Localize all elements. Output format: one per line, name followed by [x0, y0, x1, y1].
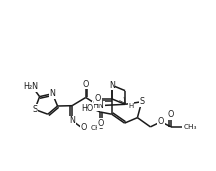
- Text: S: S: [139, 97, 144, 106]
- Text: CH₃: CH₃: [91, 125, 105, 131]
- Text: CH₃: CH₃: [184, 124, 197, 130]
- Text: N: N: [49, 89, 55, 98]
- Text: HO: HO: [81, 104, 93, 113]
- Text: O: O: [158, 117, 164, 126]
- Text: O: O: [97, 122, 103, 131]
- Text: N: N: [69, 116, 75, 125]
- Text: H₂N: H₂N: [23, 82, 38, 91]
- Text: H: H: [128, 103, 133, 109]
- Text: O: O: [168, 110, 174, 119]
- Text: N: N: [109, 81, 115, 90]
- Text: O: O: [95, 94, 101, 103]
- Text: O: O: [98, 119, 104, 128]
- Text: S: S: [32, 105, 37, 114]
- Text: O: O: [83, 80, 89, 89]
- Text: O: O: [81, 123, 87, 132]
- Text: HN: HN: [93, 101, 105, 110]
